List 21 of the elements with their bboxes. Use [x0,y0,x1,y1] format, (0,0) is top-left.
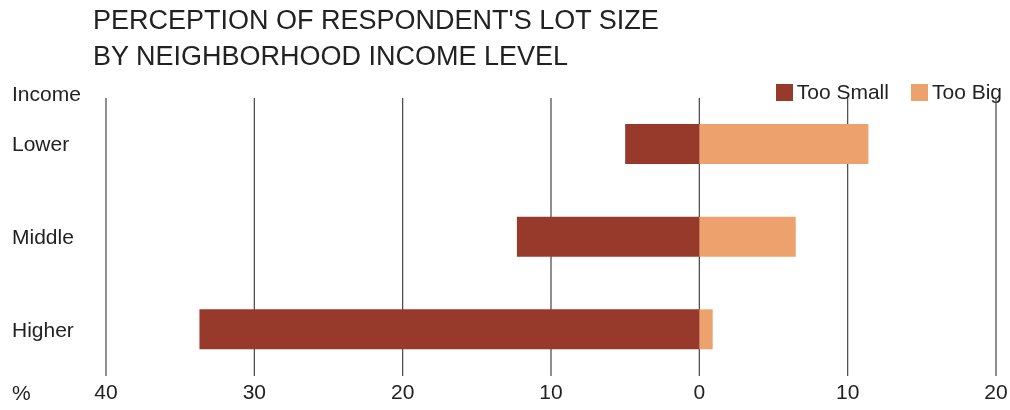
bar [516,216,700,257]
bar [699,124,869,164]
x-tick-label: 30 [242,379,267,403]
bar [625,124,700,164]
bar [199,309,700,350]
y-axis-title: Income [12,82,81,106]
y-tick-label: Higher [12,317,74,341]
x-tick-label: 20 [984,379,1008,403]
x-tick-label: 10 [835,379,860,403]
bar [699,309,713,350]
x-axis-title: % [12,381,31,405]
legend-label: Too Big [930,80,1002,104]
x-tick-label: 20 [390,379,415,403]
y-tick-label: Lower [12,132,70,156]
bar [699,216,796,257]
y-tick-label: Middle [12,225,74,248]
x-tick-label: 0 [693,379,706,403]
legend-label: Too Small [795,80,889,104]
x-tick-label: 10 [539,379,563,403]
chart-title: PERCEPTION OF RESPONDENT'S LOT SIZE BY NEIGHBORHOOD INCOME LEVEL [93,4,659,73]
x-tick-label: 40 [94,379,118,403]
